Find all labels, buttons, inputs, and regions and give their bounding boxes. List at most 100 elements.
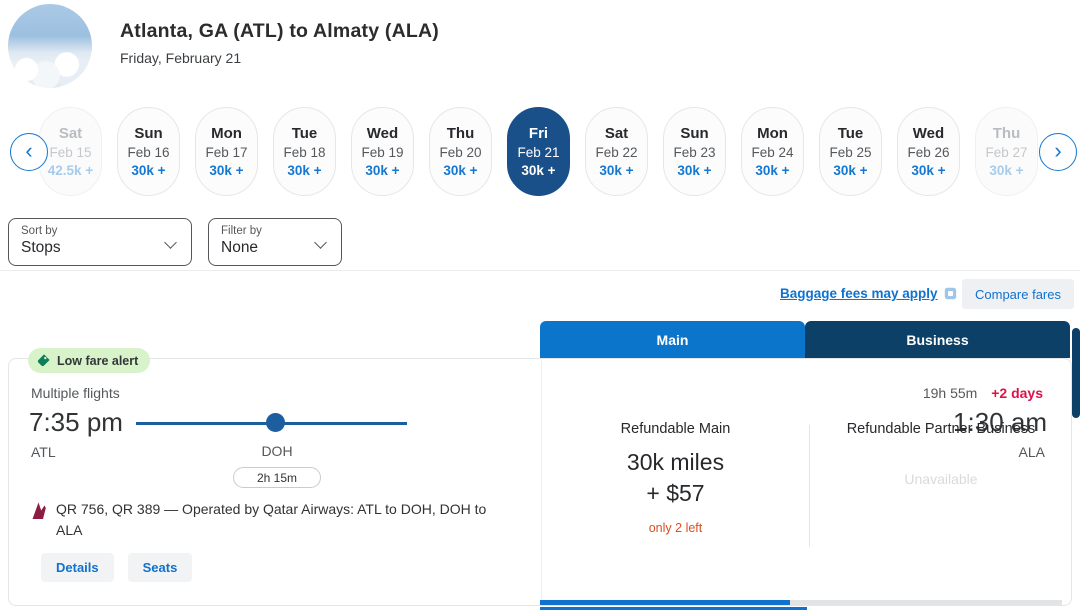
fare-cash: + $57 — [646, 480, 705, 506]
fare-unavailable-label: Unavailable — [904, 471, 978, 487]
layover-duration-pill: 2h 15m — [233, 467, 321, 488]
operated-by-text: QR 756, QR 389 — Operated by Qatar Airwa… — [56, 501, 487, 538]
date-pill-date: Feb 21 — [517, 145, 560, 160]
fare-miles: 30k miles — [626, 449, 725, 475]
date-pill[interactable]: Wed Feb 19 30k + — [351, 107, 414, 196]
duration-row: 19h 55m +2 days — [923, 385, 1043, 401]
total-duration: 19h 55m — [922, 385, 978, 401]
fare-pane: Refundable Main 30k miles + $57 only 2 l… — [541, 359, 1072, 605]
date-pill-date: Feb 25 — [829, 145, 872, 160]
origin-code: ATL — [31, 444, 56, 460]
date-pill-day: Wed — [366, 125, 399, 142]
date-pill[interactable]: Mon Feb 17 30k + — [195, 107, 258, 196]
destination-code: ALA — [1018, 444, 1045, 460]
date-pill-price: 30k + — [677, 163, 712, 178]
date-pill-price: 30k + — [521, 163, 556, 178]
flight-result-card: Multiple flights 19h 55m +2 days 7:35 pm… — [8, 358, 1072, 606]
date-pill[interactable]: Sat Feb 15 42.5k + — [39, 107, 102, 196]
fare-column-divider — [809, 425, 810, 547]
date-pill[interactable]: Thu Feb 20 30k + — [429, 107, 492, 196]
filter-by-select[interactable]: Filter by None — [208, 218, 342, 266]
date-pill-date: Feb 19 — [361, 145, 404, 160]
date-pill-date: Feb 18 — [283, 145, 326, 160]
date-pill-day: Fri — [528, 125, 549, 142]
operated-by-row: QR 756, QR 389 — Operated by Qatar Airwa… — [31, 499, 511, 541]
date-pill-price: 30k + — [833, 163, 868, 178]
flight-type-label: Multiple flights — [31, 385, 120, 401]
date-pill-day: Thu — [992, 125, 1021, 142]
sort-by-label: Sort by — [21, 225, 58, 237]
date-pill-price: 30k + — [287, 163, 322, 178]
date-pill-price: 30k + — [599, 163, 634, 178]
date-pill-price: 30k + — [755, 163, 790, 178]
compare-fares-button[interactable]: Compare fares — [962, 279, 1074, 309]
fare-scroll-track[interactable] — [790, 600, 1062, 605]
date-pill-day: Wed — [912, 125, 945, 142]
date-pill-day: Sun — [680, 125, 709, 142]
date-pill[interactable]: Sat Feb 22 30k + — [585, 107, 648, 196]
date-pill[interactable]: Sun Feb 16 30k + — [117, 107, 180, 196]
seats-button[interactable]: Seats — [127, 553, 193, 582]
sort-by-value: Stops — [21, 239, 61, 256]
date-pill[interactable]: Fri Feb 21 30k + — [507, 107, 570, 196]
fare-scroll-thumb-main[interactable] — [540, 600, 790, 605]
sort-by-select[interactable]: Sort by Stops — [8, 218, 192, 266]
date-pill-day: Mon — [211, 125, 242, 142]
date-pill-price: 30k + — [989, 163, 1024, 178]
date-pill-date: Feb 22 — [595, 145, 638, 160]
date-pill[interactable]: Tue Feb 25 30k + — [819, 107, 882, 196]
date-pill[interactable]: Sun Feb 23 30k + — [663, 107, 726, 196]
date-pill-date: Feb 27 — [985, 145, 1028, 160]
departure-time: 7:35 pm — [29, 407, 123, 437]
stopover-dot — [266, 413, 285, 432]
baggage-fees-link[interactable]: Baggage fees may apply — [780, 286, 957, 301]
details-button[interactable]: Details — [41, 553, 114, 582]
date-pill-date: Feb 24 — [751, 145, 794, 160]
date-pill-day: Tue — [837, 125, 864, 142]
date-pill-price: 30k + — [911, 163, 946, 178]
date-pill-price: 42.5k + — [47, 163, 94, 178]
arrival-time: 1:30 am — [953, 407, 1047, 437]
date-pill-day: Sat — [604, 125, 629, 142]
filter-by-value: None — [221, 239, 259, 256]
date-pill[interactable]: Wed Feb 26 30k + — [897, 107, 960, 196]
chevron-right-icon: › — [1054, 137, 1062, 163]
date-pill[interactable]: Tue Feb 18 30k + — [273, 107, 336, 196]
qatar-airways-logo-icon — [32, 502, 46, 519]
date-pill-day: Mon — [757, 125, 788, 142]
date-pill-date: Feb 17 — [205, 145, 248, 160]
carousel-prev-button[interactable]: ‹ — [10, 133, 48, 171]
card-actions: Details Seats — [41, 553, 193, 582]
date-pill-price: 30k + — [209, 163, 244, 178]
date-pill-date: Feb 20 — [439, 145, 482, 160]
date-pill-day: Tue — [291, 125, 318, 142]
tab-main[interactable]: Main — [540, 321, 805, 358]
date-pill-date: Feb 16 — [127, 145, 170, 160]
chevron-left-icon: ‹ — [25, 137, 33, 163]
filter-by-label: Filter by — [221, 225, 262, 237]
date-pill-date: Feb 26 — [907, 145, 950, 160]
tab-business[interactable]: Business — [805, 321, 1070, 358]
next-card-peek — [540, 607, 807, 610]
fare-tabs: Main Business — [540, 321, 1070, 358]
carousel-next-button[interactable]: › — [1039, 133, 1077, 171]
page-subtitle: Friday, February 21 — [120, 50, 242, 66]
fare-price-main: 30k miles + $57 — [542, 447, 809, 509]
date-pill-day: Sat — [58, 125, 83, 142]
date-pill[interactable]: Thu Feb 27 30k + — [975, 107, 1038, 196]
section-divider — [0, 270, 1080, 271]
page-title: Atlanta, GA (ATL) to Almaty (ALA) — [120, 20, 439, 42]
days-offset: +2 days — [991, 385, 1043, 401]
seats-left-note: only 2 left — [648, 521, 703, 535]
tag-icon — [37, 354, 50, 367]
date-pill-date: Feb 23 — [673, 145, 716, 160]
date-pill-price: 30k + — [365, 163, 400, 178]
vertical-scrollbar-thumb[interactable] — [1072, 328, 1080, 418]
date-pill-price: 30k + — [443, 163, 478, 178]
fare-cell-main[interactable]: Refundable Main 30k miles + $57 only 2 l… — [542, 359, 809, 605]
date-pill[interactable]: Mon Feb 24 30k + — [741, 107, 804, 196]
fare-name-business: Refundable Partner Business — [846, 421, 1036, 437]
fare-name-main: Refundable Main — [620, 421, 731, 437]
date-pill-day: Thu — [446, 125, 475, 142]
